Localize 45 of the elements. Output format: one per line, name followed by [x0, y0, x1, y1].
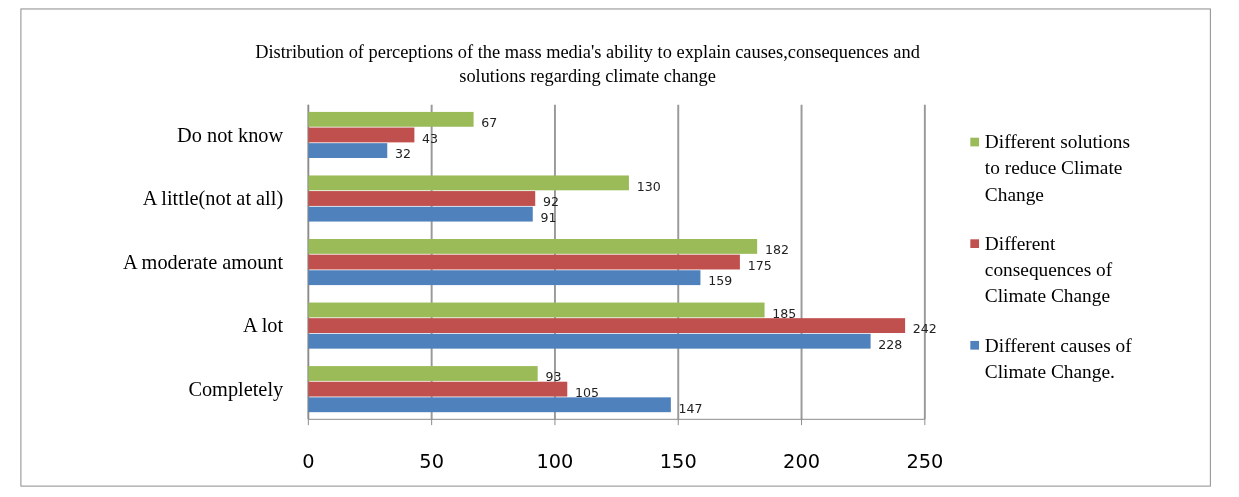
data-label: 93 — [545, 369, 562, 385]
chart-title: Distribution of perceptions of the mass media's ability to explain causes,consequences and solutions regarding climate change — [255, 42, 920, 86]
bar — [308, 239, 758, 254]
bar — [308, 381, 568, 397]
data-label: 147 — [678, 400, 703, 416]
data-label: 91 — [540, 209, 557, 225]
data-label: 32 — [395, 146, 412, 162]
bar — [308, 206, 533, 222]
bar — [308, 175, 629, 191]
x-tick-label: 0 — [302, 449, 315, 473]
data-label: 105 — [575, 384, 600, 400]
bar — [308, 302, 765, 318]
y-tick-label: Do not know — [177, 123, 284, 146]
data-label: 228 — [878, 336, 903, 352]
legend-label: Different consequences of Climate Change — [984, 232, 1113, 307]
x-tick-label: 200 — [783, 449, 821, 473]
bar — [308, 333, 871, 349]
bar — [308, 191, 536, 206]
legend-label: Different causes of Climate Change. — [984, 334, 1133, 382]
y-tick-label: Completely — [188, 377, 285, 401]
y-tick-label: A lot — [243, 314, 284, 337]
y-tick-label: A little(not at all) — [142, 187, 284, 211]
data-label: 130 — [636, 178, 661, 194]
data-label: 159 — [708, 273, 733, 289]
x-tick-label: 250 — [906, 449, 944, 473]
data-label: 182 — [764, 242, 789, 258]
bar — [308, 254, 740, 270]
data-label: 242 — [912, 321, 937, 337]
x-tick-label: 150 — [659, 449, 697, 473]
legend-label: Different solutions to reduce Climate Change — [984, 131, 1131, 205]
data-label: 43 — [422, 130, 439, 146]
bar — [308, 366, 538, 381]
bar — [308, 143, 388, 159]
data-label: 92 — [542, 194, 559, 210]
y-tick-label: A moderate amount — [122, 250, 284, 273]
bar — [308, 318, 906, 334]
x-tick-label: 50 — [419, 449, 444, 473]
data-label: 175 — [747, 257, 772, 273]
bar — [308, 270, 701, 286]
bar — [308, 127, 415, 143]
bar — [308, 111, 474, 127]
x-tick-label: 100 — [536, 449, 574, 473]
data-label: 67 — [481, 115, 498, 131]
bar — [308, 397, 671, 413]
data-label: 185 — [772, 305, 797, 321]
